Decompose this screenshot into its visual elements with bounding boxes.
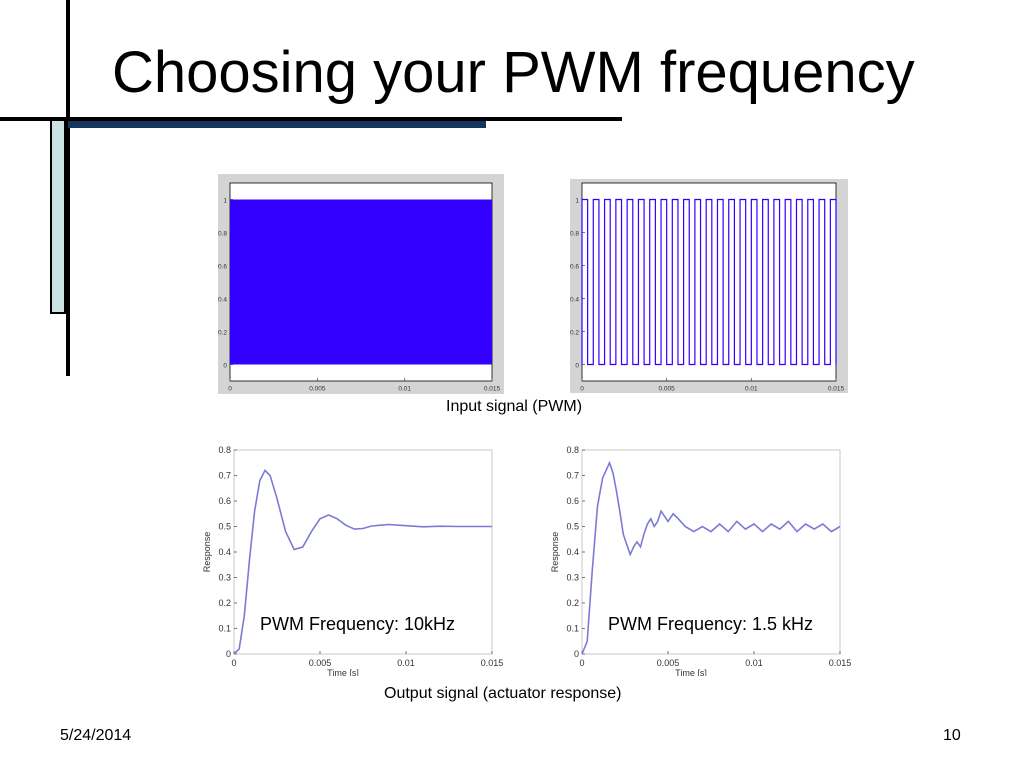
y-tick-label: 0.4 (218, 297, 227, 304)
y-tick-label: 0.8 (566, 445, 579, 455)
x-tick-label: 0.005 (309, 658, 332, 668)
y-tick-label: 0.8 (218, 231, 227, 238)
pwm-signal (581, 198, 837, 366)
y-tick-label: 0.7 (218, 471, 231, 481)
pwm-signal (230, 199, 492, 365)
x-tick-label: 0.01 (397, 658, 415, 668)
x-tick-label: 0.015 (481, 658, 504, 668)
decorative-accent-bar (68, 121, 486, 128)
y-tick-label: 0.2 (218, 598, 231, 608)
plot-area (233, 449, 493, 655)
x-axis-label: Time [s] (327, 668, 359, 676)
y-tick-label: 1 (223, 198, 227, 205)
y-tick-label: 0.3 (218, 573, 231, 583)
frequency-annotation: PWM Frequency: 1.5 kHz (608, 614, 813, 634)
x-tick-label: 0.01 (398, 386, 411, 393)
x-tick-label: 0 (231, 658, 236, 668)
y-tick-label: 0.5 (218, 522, 231, 532)
response-chart-10khz: 0 0.1 0.2 0.3 0.4 0.5 0.6 0.7 0.8 0 0.005 0.01 0.015… (202, 445, 504, 676)
y-tick-label: 0 (575, 363, 579, 370)
y-tick-label: 0.2 (218, 330, 227, 337)
y-tick-label: 0.8 (570, 231, 579, 238)
response-line (581, 460, 841, 655)
y-tick-label: 0.6 (218, 264, 227, 271)
x-tick-label: 0.015 (828, 386, 845, 393)
x-tick-label: 0.015 (829, 658, 852, 668)
input-signal-caption: Input signal (PWM) (446, 398, 583, 415)
y-tick-label: 0.6 (570, 264, 579, 271)
x-tick-label: 0.01 (745, 386, 758, 393)
y-tick-label: 0.4 (218, 547, 231, 557)
output-signal-caption: Output signal (actuator response) (384, 685, 622, 702)
x-tick-label: 0.01 (745, 658, 763, 668)
y-tick-label: 0.2 (570, 330, 579, 337)
x-tick-label: 0.015 (484, 386, 501, 393)
x-tick-label: 0 (580, 386, 584, 393)
y-tick-label: 0 (223, 363, 227, 370)
pwm-input-chart-1_5khz: 0 0.2 0.4 0.6 0.8 1 0 0.005 0.01 0.015 (570, 179, 848, 393)
response-chart-1_5khz: 0 0.1 0.2 0.3 0.4 0.5 0.6 0.7 0.8 0 0.005 0.01 0.015… (550, 445, 852, 676)
y-tick-label: 0.2 (566, 598, 579, 608)
pwm-input-chart-10khz: 0 0.2 0.4 0.6 0.8 1 0 0.005 0.01 0.015 (218, 174, 504, 394)
x-tick-label: 0 (228, 386, 232, 393)
y-tick-label: 0.6 (218, 496, 231, 506)
y-tick-label: 0.5 (566, 522, 579, 532)
y-tick-label: 0.8 (218, 445, 231, 455)
plot-area (581, 449, 841, 655)
y-tick-label: 0.3 (566, 573, 579, 583)
y-tick-label: 0 (574, 649, 579, 659)
response-line (233, 469, 492, 655)
y-tick-label: 0.4 (566, 547, 579, 557)
y-tick-label: 1 (575, 198, 579, 205)
x-tick-label: 0.005 (659, 386, 676, 393)
y-tick-label: 0.6 (566, 496, 579, 506)
y-tick-label: 0 (226, 649, 231, 659)
y-tick-label: 0.7 (566, 471, 579, 481)
plot-area (581, 182, 837, 382)
slide-title: Choosing your PWM frequency (112, 40, 915, 105)
decorative-vertical-line (66, 0, 70, 376)
decorative-side-panel (50, 121, 66, 314)
y-tick-label: 0.1 (566, 624, 579, 634)
y-axis-label: Response (202, 532, 212, 573)
x-tick-label: 0 (579, 658, 584, 668)
x-tick-label: 0.005 (657, 658, 680, 668)
y-axis-label: Response (550, 532, 560, 573)
y-tick-label: 0.1 (218, 624, 231, 634)
x-axis-label: Time [s] (675, 668, 707, 676)
y-tick-label: 0.4 (570, 297, 579, 304)
footer-date: 5/24/2014 (60, 727, 132, 744)
slide-number: 10 (943, 727, 961, 744)
frequency-annotation: PWM Frequency: 10kHz (260, 614, 455, 634)
decorative-horizontal-line (0, 117, 622, 121)
x-tick-label: 0.005 (309, 386, 326, 393)
